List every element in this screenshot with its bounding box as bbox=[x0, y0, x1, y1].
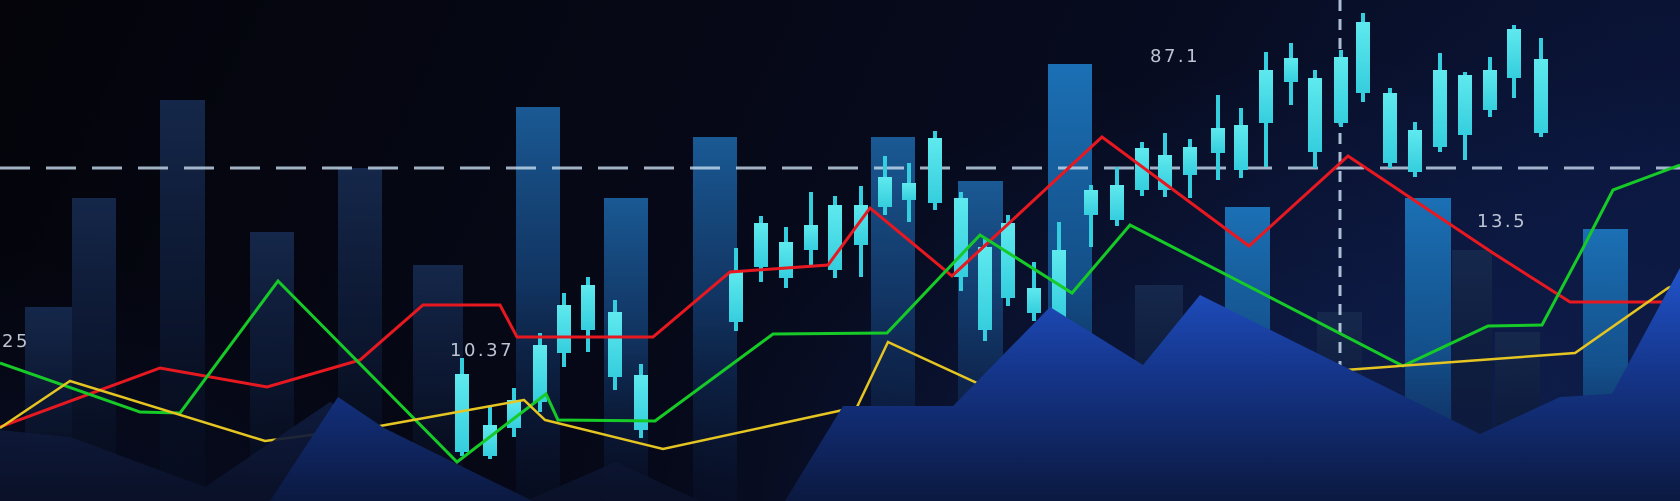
candle-body bbox=[1183, 147, 1197, 175]
candlestick bbox=[1183, 139, 1197, 198]
candlestick bbox=[828, 196, 842, 278]
candlestick bbox=[1084, 185, 1098, 247]
candle-body bbox=[1234, 125, 1248, 170]
candlestick bbox=[1383, 88, 1397, 168]
candlestick bbox=[1534, 38, 1548, 137]
candlestick bbox=[1211, 95, 1225, 180]
candlestick bbox=[804, 192, 818, 265]
candlestick bbox=[1234, 108, 1248, 178]
area-chart-layer bbox=[0, 268, 1680, 501]
candle-body bbox=[1135, 148, 1149, 190]
candle-body bbox=[1110, 185, 1124, 220]
candle-body bbox=[828, 205, 842, 270]
candlestick bbox=[902, 163, 916, 222]
price-labels-layer: 25 10.37 87.1 13.5 bbox=[2, 46, 1527, 361]
candlestick bbox=[779, 227, 793, 288]
candlestick bbox=[1408, 122, 1422, 177]
candle-body bbox=[978, 247, 992, 330]
candle-body bbox=[1211, 128, 1225, 153]
candle-body bbox=[581, 285, 595, 330]
candlestick bbox=[608, 300, 622, 390]
candlestick bbox=[634, 364, 648, 438]
candle-body bbox=[729, 272, 743, 322]
candle-body bbox=[754, 223, 768, 267]
candlestick bbox=[1135, 142, 1149, 196]
candle-body bbox=[1259, 70, 1273, 123]
volume-bar bbox=[516, 107, 560, 501]
candlestick bbox=[754, 216, 768, 282]
candle-body bbox=[634, 375, 648, 430]
candle-body bbox=[1383, 93, 1397, 163]
candle-body bbox=[1483, 70, 1497, 110]
candlestick bbox=[1027, 262, 1041, 321]
candle-body bbox=[1027, 288, 1041, 313]
red-indicator-line bbox=[0, 135, 1666, 429]
candlestick bbox=[557, 293, 571, 367]
candle-body bbox=[1433, 70, 1447, 147]
candlestick bbox=[1110, 167, 1124, 226]
candlestick bbox=[1356, 13, 1370, 102]
candle-body bbox=[533, 345, 547, 402]
candle-body bbox=[1458, 75, 1472, 135]
candle-body bbox=[1356, 22, 1370, 93]
candle-body bbox=[928, 138, 942, 203]
price-label: 25 bbox=[2, 331, 30, 352]
candlestick bbox=[954, 192, 968, 291]
candlestick bbox=[1284, 43, 1298, 105]
candle-body bbox=[608, 312, 622, 377]
green-indicator-line bbox=[0, 163, 1680, 464]
candle-body bbox=[1534, 59, 1548, 133]
price-label: 10.37 bbox=[450, 340, 514, 361]
volume-bar bbox=[160, 100, 205, 501]
candlestick bbox=[1483, 57, 1497, 117]
candle-body bbox=[779, 242, 793, 278]
candlestick bbox=[1001, 215, 1015, 306]
candle-body bbox=[902, 183, 916, 200]
candle-body bbox=[804, 225, 818, 250]
candlestick bbox=[878, 156, 892, 215]
candle-body bbox=[1408, 130, 1422, 172]
candle-body bbox=[1001, 223, 1015, 298]
candle-body bbox=[1284, 58, 1298, 82]
candle-body bbox=[1507, 29, 1521, 78]
candlestick bbox=[1308, 70, 1322, 168]
candlestick bbox=[1507, 25, 1521, 98]
area-chart-front bbox=[270, 268, 1680, 501]
candle-body bbox=[455, 374, 469, 452]
candlestick bbox=[1259, 52, 1273, 167]
candle-body bbox=[1308, 78, 1322, 152]
candlestick bbox=[854, 186, 868, 277]
price-label: 87.1 bbox=[1150, 46, 1200, 67]
candlestick bbox=[978, 239, 992, 341]
candlestick bbox=[729, 248, 743, 331]
candlestick bbox=[928, 131, 942, 210]
candle-body bbox=[557, 305, 571, 353]
candlestick bbox=[1433, 53, 1447, 152]
candle-body bbox=[878, 177, 892, 207]
candle-body bbox=[1334, 57, 1348, 123]
candlestick bbox=[581, 277, 595, 352]
candlestick bbox=[1458, 72, 1472, 160]
candlestick bbox=[1334, 50, 1348, 127]
price-label: 13.5 bbox=[1477, 211, 1527, 232]
candlestick bbox=[455, 358, 469, 456]
candle-body bbox=[1084, 190, 1098, 215]
candlestick-layer bbox=[455, 13, 1548, 459]
